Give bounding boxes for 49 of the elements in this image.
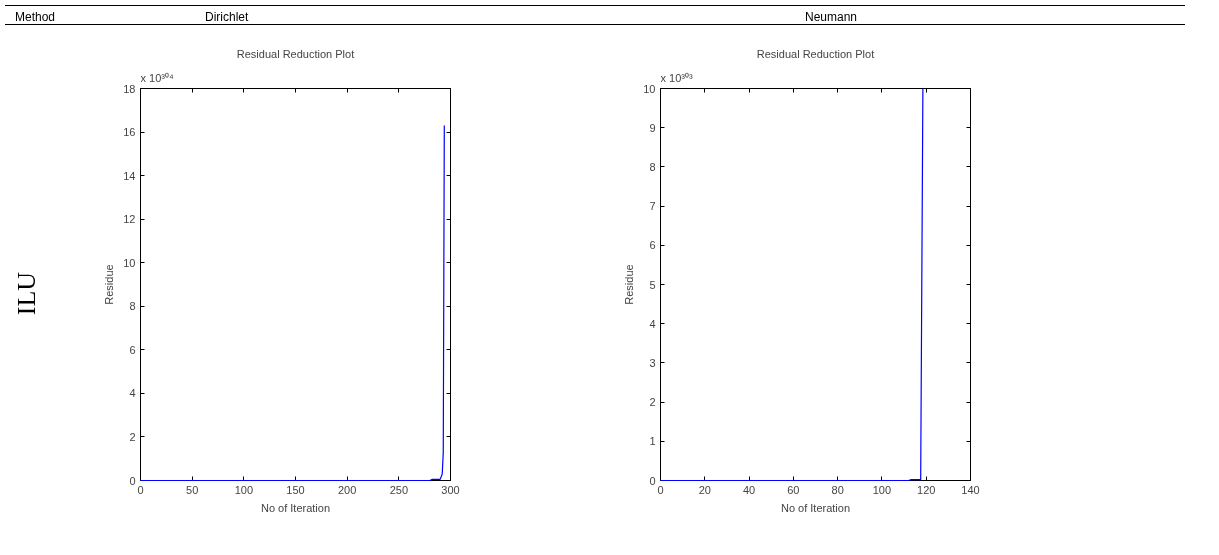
text: Method bbox=[15, 9, 56, 26]
line-series bbox=[139, 124, 445, 482]
x-tick-label: 100 bbox=[234, 483, 254, 496]
text: ILU bbox=[11, 271, 43, 316]
y-tick-label: 3 bbox=[649, 356, 656, 369]
y-tick-label: 2 bbox=[129, 430, 136, 443]
y-tick-label: 8 bbox=[129, 300, 136, 313]
x-tick-label: 100 bbox=[872, 483, 892, 496]
y-tick-label: 12 bbox=[123, 213, 136, 226]
y-tick-label: 9 bbox=[649, 121, 656, 134]
y-tick-label: 10 bbox=[643, 82, 656, 95]
y-tick-label: 16 bbox=[123, 126, 136, 139]
x-tick-label: 50 bbox=[186, 483, 199, 496]
text: x 10³⁰⁴ bbox=[140, 71, 174, 84]
y-tick-label: 8 bbox=[649, 160, 656, 173]
x-tick-label: 250 bbox=[389, 483, 409, 496]
x-tick-label: 60 bbox=[787, 483, 800, 496]
y-tick-label: 6 bbox=[129, 343, 136, 356]
y-tick-label: 1 bbox=[649, 435, 656, 448]
x-tick-label: 140 bbox=[961, 483, 980, 496]
y-tick-label: 0 bbox=[649, 474, 656, 487]
x-axis-title: No of Iteration bbox=[260, 501, 331, 514]
y-tick-label: 7 bbox=[649, 200, 656, 213]
text: Dirichlet bbox=[205, 9, 249, 26]
x-tick-label: 80 bbox=[831, 483, 844, 496]
y-axis-title: Residue bbox=[623, 264, 636, 305]
y-tick-label: 4 bbox=[649, 317, 656, 330]
y-tick-label: 0 bbox=[129, 474, 136, 487]
x-tick-label: 200 bbox=[337, 483, 357, 496]
x-tick-label: 20 bbox=[698, 483, 711, 496]
chart-title: Residual Reduction Plot bbox=[236, 47, 355, 60]
x-tick-label: 150 bbox=[286, 483, 305, 496]
x-tick-label: 120 bbox=[917, 483, 936, 496]
x-axis-title: No of Iteration bbox=[780, 501, 851, 514]
y-axis-title: Residue bbox=[103, 264, 116, 305]
y-tick-label: 10 bbox=[123, 256, 136, 269]
y-tick-label: 4 bbox=[129, 387, 136, 400]
x-tick-label: 0 bbox=[657, 483, 664, 496]
y-tick-label: 6 bbox=[649, 239, 656, 252]
y-tick-label: 5 bbox=[649, 278, 656, 291]
x-tick-label: 300 bbox=[441, 483, 460, 496]
y-tick-label: 14 bbox=[123, 169, 136, 182]
x-tick-label: 40 bbox=[742, 483, 756, 496]
y-tick-label: 18 bbox=[123, 82, 136, 95]
y-tick-label: 2 bbox=[649, 396, 656, 409]
text: x 10³⁰³ bbox=[660, 71, 693, 84]
x-tick-label: 0 bbox=[137, 483, 144, 496]
text: Neumann bbox=[805, 9, 858, 26]
chart-title: Residual Reduction Plot bbox=[756, 47, 875, 60]
